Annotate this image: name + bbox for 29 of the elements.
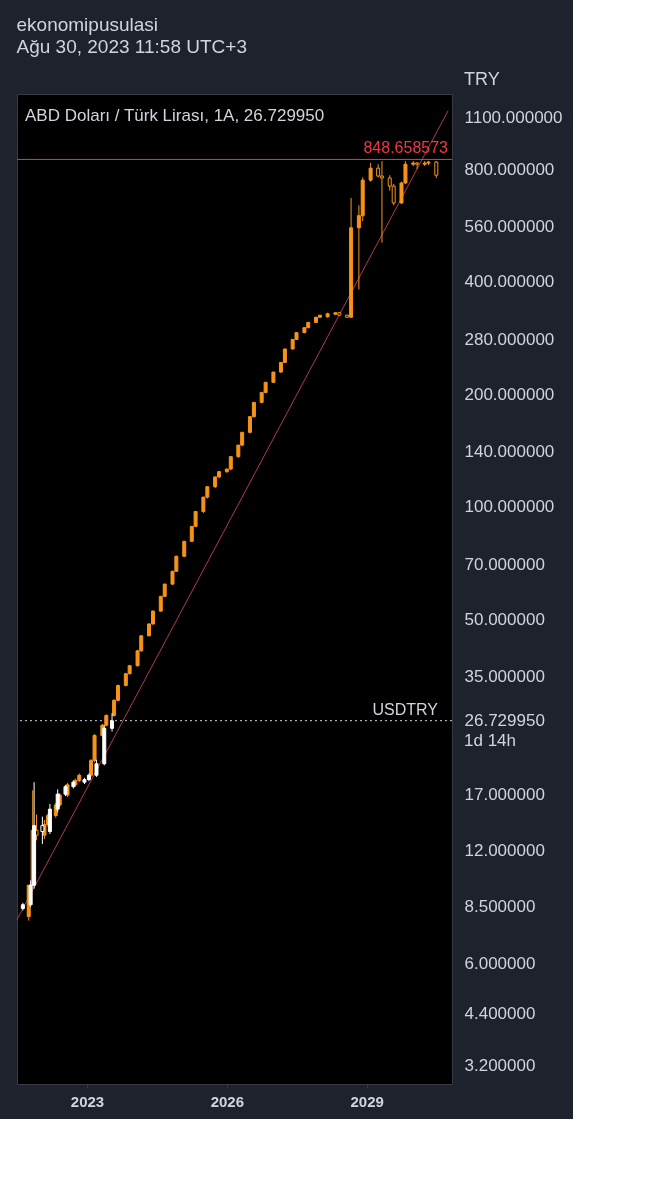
chart-subtitle: Ağu 30, 2023 11:58 UTC+3: [16, 36, 247, 57]
y-tick-label: 560.000000: [464, 217, 555, 237]
y-tick-label: 4.400000: [464, 1004, 536, 1024]
y-tick-label: 100.000000: [464, 497, 555, 517]
y-tick-label: 26.729950: [464, 711, 545, 731]
y-tick-label: 8.500000: [464, 897, 536, 917]
x-tick-label: 2029: [350, 1092, 384, 1110]
y-tick-label: 70.000000: [464, 554, 545, 574]
y-tick-label: 50.000000: [464, 609, 545, 629]
y-tick-label: 1100.000000: [464, 107, 563, 127]
y-tick-label: 17.000000: [464, 784, 545, 804]
candlestick: [368, 162, 373, 183]
y-tick-label: 280.000000: [464, 329, 555, 349]
y-tick-label: 35.000000: [464, 667, 545, 687]
x-tick-label: 2026: [210, 1092, 245, 1110]
x-tick-label: 2023: [70, 1092, 105, 1110]
y-tick-label: 6.000000: [464, 953, 536, 973]
y-tick-label: 12.000000: [464, 841, 545, 861]
text: TRY: [464, 69, 500, 89]
y-tick-label: 400.000000: [464, 272, 555, 292]
ref-line-label: USDTRY: [372, 700, 439, 718]
y-tick-label: 800.000000: [464, 159, 555, 179]
text: 1d 14h: [464, 730, 516, 750]
y-tick-label: 200.000000: [464, 384, 555, 404]
y-tick-label: 3.200000: [464, 1055, 536, 1075]
annotation: ABD Doları / Türk Lirası, 1A, 26.729950: [25, 106, 325, 125]
ref-line-label: 848.658573: [363, 139, 449, 157]
y-tick-label: 140.000000: [464, 442, 555, 462]
chart-title: ekonomipusulasi: [16, 14, 159, 35]
